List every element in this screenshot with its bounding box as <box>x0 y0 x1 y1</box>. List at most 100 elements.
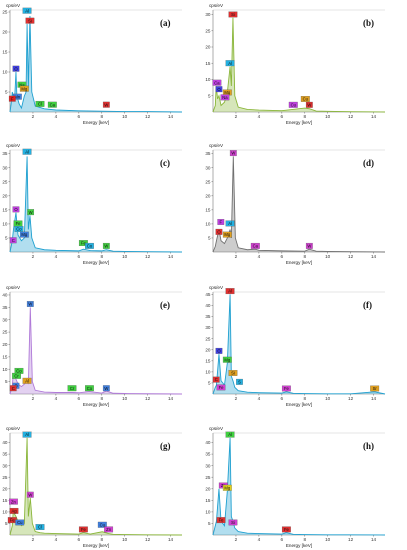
y-tick-label: 10 <box>205 369 211 374</box>
x-tick-label: 6 <box>78 254 81 259</box>
y-tick-label: 10 <box>2 509 8 514</box>
x-tick-label: 8 <box>100 396 103 401</box>
element-label-co: Co <box>14 226 24 232</box>
x-tick-label: 2 <box>32 396 35 401</box>
element-label-w: W <box>102 385 110 392</box>
x-tick-label: 14 <box>371 254 377 259</box>
element-box <box>220 94 230 101</box>
spectrum-line <box>9 307 183 395</box>
element-symbol: W <box>104 102 108 107</box>
element-symbol: C <box>12 238 15 243</box>
element-label-fe: Fe <box>216 517 226 524</box>
x-tick-label: 14 <box>371 537 377 542</box>
y-tick-label: 35 <box>205 452 211 457</box>
element-symbol: S <box>238 379 241 384</box>
panel-e: cps/eV 5 10 15 20 25 30 35 40 2 4 6 8 10 12 14 Energy [k… <box>2 285 183 407</box>
element-symbol: W <box>307 243 311 248</box>
element-label-si: Si <box>25 17 35 24</box>
y-tick-label: 15 <box>205 61 211 66</box>
element-symbol: F <box>11 96 14 101</box>
element-label-w: W <box>305 242 313 249</box>
element-box <box>22 148 32 155</box>
panel-c: cps/eV 5 10 15 20 25 30 35 2 4 6 8 10 12 14 Energy [keV… <box>2 143 183 265</box>
element-box <box>85 242 94 249</box>
y-tick-label: 25 <box>205 336 211 341</box>
y-tick-label: 5 <box>208 521 211 526</box>
element-symbol: Ca <box>50 102 56 107</box>
spectrum-line <box>212 294 386 395</box>
y-tick-label: 5 <box>5 90 8 95</box>
element-symbol: Si <box>231 371 235 376</box>
element-box <box>225 60 235 67</box>
x-tick-label: 4 <box>55 254 58 259</box>
y-tick-label: 40 <box>2 293 8 298</box>
spectrum-area <box>213 156 385 252</box>
element-symbol: Zn <box>11 499 17 504</box>
element-label-f: F <box>217 219 225 225</box>
element-symbol: Fe <box>219 385 225 390</box>
element-box <box>236 378 243 385</box>
element-label-fe: Fe <box>78 526 88 533</box>
element-symbol: Zn <box>106 527 112 532</box>
element-box <box>47 101 57 108</box>
y-unit-label: cps/eV <box>6 426 21 431</box>
x-tick-label: 10 <box>325 396 331 401</box>
y-tick-label: 25 <box>205 475 211 480</box>
element-label-o: O <box>215 228 223 235</box>
element-symbol: Fe <box>284 527 290 532</box>
x-axis-label: Energy [keV] <box>286 402 312 407</box>
element-label-cu: Cu <box>97 521 107 528</box>
element-symbol: W <box>231 151 235 156</box>
element-label-cu: Cu <box>15 519 25 526</box>
element-label-s: S <box>236 378 243 385</box>
element-symbol: Cu <box>291 102 297 107</box>
x-tick-label: 12 <box>145 396 151 401</box>
element-symbol: F <box>220 220 223 225</box>
element-box <box>9 385 17 392</box>
element-label-w: W <box>102 101 110 108</box>
x-tick-label: 14 <box>371 114 377 119</box>
element-symbol: Cl <box>38 102 42 107</box>
element-symbol: Mg <box>21 86 27 91</box>
element-symbol: Mg <box>224 357 230 362</box>
x-axis-label: Energy [keV] <box>286 543 312 548</box>
element-label-cr: Cr <box>67 385 77 392</box>
element-box <box>217 219 225 225</box>
y-tick-label: 15 <box>2 50 8 55</box>
element-symbol: W <box>28 492 32 497</box>
x-tick-label: 2 <box>32 114 35 119</box>
element-label-zn: Zn <box>9 498 18 505</box>
y-unit-label: cps/eV <box>6 285 21 290</box>
x-tick-label: 14 <box>371 396 377 401</box>
element-label-na: Na <box>220 94 230 101</box>
element-symbol: Al <box>228 221 232 226</box>
element-symbol: Fe <box>219 518 225 523</box>
element-symbol: Si <box>28 18 32 23</box>
element-symbol: Al <box>25 378 29 383</box>
element-label-co: Co <box>85 242 94 249</box>
y-tick-label: 10 <box>205 77 211 82</box>
x-tick-label: 12 <box>145 114 151 119</box>
panel-h: cps/eV 5 10 15 20 25 30 35 40 2 4 6 8 10 12 14 Energy [k… <box>205 426 386 548</box>
element-label-sr: Sr <box>370 385 380 392</box>
element-box <box>19 231 29 238</box>
element-box <box>215 228 223 235</box>
element-box <box>22 377 32 384</box>
x-tick-label: 10 <box>122 537 128 542</box>
y-tick-label: 15 <box>2 207 8 212</box>
element-symbol: Fe <box>81 241 87 246</box>
x-tick-label: 12 <box>348 114 354 119</box>
y-tick-label: 20 <box>205 486 211 491</box>
y-tick-label: 5 <box>208 381 211 386</box>
y-unit-label: cps/eV <box>209 426 224 431</box>
element-box <box>225 220 235 227</box>
y-tick-label: 30 <box>2 317 8 322</box>
element-box <box>85 385 94 392</box>
element-label-co: Co <box>85 385 94 392</box>
element-symbol: Si <box>231 12 235 17</box>
element-box <box>19 85 29 92</box>
y-tick-label: 35 <box>205 151 211 156</box>
y-tick-label: 25 <box>205 179 211 184</box>
element-box <box>216 384 226 391</box>
element-label-al: Al <box>22 377 32 384</box>
